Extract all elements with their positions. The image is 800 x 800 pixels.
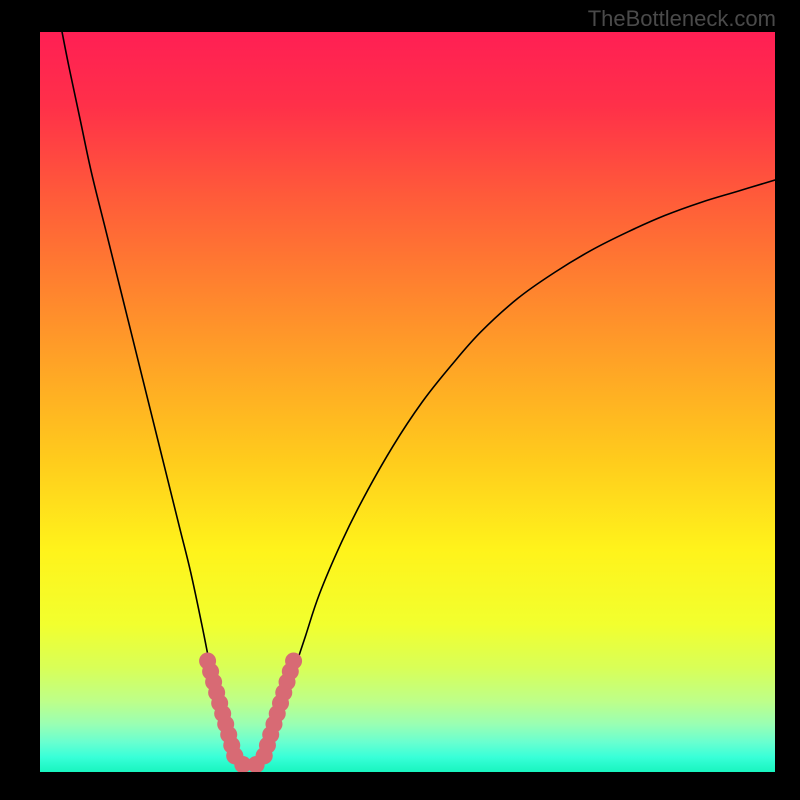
figure-root: TheBottleneck.com <box>0 0 800 800</box>
watermark-text: TheBottleneck.com <box>588 6 776 32</box>
gradient-background <box>40 32 775 772</box>
plot-area <box>40 32 775 772</box>
